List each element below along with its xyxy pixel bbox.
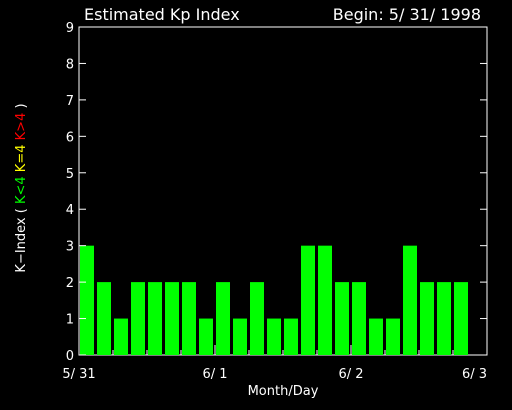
kp-bar bbox=[114, 318, 128, 355]
kp-bar bbox=[233, 318, 247, 355]
kp-bar bbox=[301, 245, 315, 355]
y-tick-label: 6 bbox=[66, 130, 74, 145]
kp-bar bbox=[284, 318, 298, 355]
y-tick-label: 9 bbox=[66, 21, 74, 36]
chart-title: Estimated Kp Index bbox=[84, 5, 240, 24]
kp-bar bbox=[148, 282, 162, 355]
y-label-part: K<4 bbox=[14, 176, 29, 204]
kp-bar bbox=[318, 245, 332, 355]
kp-bar bbox=[352, 282, 366, 355]
kp-bar bbox=[165, 282, 179, 355]
y-tick-label: 1 bbox=[66, 313, 74, 328]
y-axis-label: K−Index ( K<4 K=4 K>4 ) bbox=[14, 103, 29, 272]
kp-bar bbox=[199, 318, 213, 355]
y-tick-label: 8 bbox=[66, 57, 74, 72]
kp-bar bbox=[369, 318, 383, 355]
y-tick-label: 7 bbox=[66, 94, 74, 109]
y-label-part: K=4 bbox=[14, 144, 29, 172]
y-label-part: ) bbox=[14, 103, 29, 112]
kp-bar bbox=[131, 282, 145, 355]
kp-bar bbox=[335, 282, 349, 355]
kp-bar bbox=[80, 245, 94, 355]
y-label-part: K>4 bbox=[14, 113, 29, 141]
kp-bar bbox=[420, 282, 434, 355]
x-tick-label: 5/ 31 bbox=[62, 367, 95, 382]
bars-group bbox=[80, 245, 468, 355]
kp-bar bbox=[386, 318, 400, 355]
y-axis: 0 1 2 3 4 5 6 7 8 9 bbox=[66, 21, 487, 364]
kp-bar bbox=[97, 282, 111, 355]
kp-bar bbox=[454, 282, 468, 355]
x-axis: 5/ 31 6/ 1 6/ 2 6/ 3 bbox=[62, 345, 488, 382]
y-tick-label: 5 bbox=[66, 167, 74, 182]
kp-bar bbox=[182, 282, 196, 355]
kp-bar bbox=[437, 282, 451, 355]
y-tick-label: 4 bbox=[66, 203, 74, 218]
kp-bar bbox=[267, 318, 281, 355]
y-tick-label: 3 bbox=[66, 240, 74, 255]
x-tick-label: 6/ 1 bbox=[202, 367, 227, 382]
y-label-part: K−Index ( bbox=[14, 204, 29, 273]
x-axis-label: Month/Day bbox=[248, 384, 319, 399]
y-tick-label: 0 bbox=[66, 349, 74, 364]
kp-bar bbox=[216, 282, 230, 355]
x-tick-label: 6/ 3 bbox=[462, 367, 487, 382]
y-tick-label: 2 bbox=[66, 276, 74, 291]
kp-bar bbox=[250, 282, 264, 355]
begin-date: Begin: 5/ 31/ 1998 bbox=[333, 5, 481, 24]
kp-bar bbox=[403, 245, 417, 355]
x-tick-label: 6/ 2 bbox=[338, 367, 363, 382]
